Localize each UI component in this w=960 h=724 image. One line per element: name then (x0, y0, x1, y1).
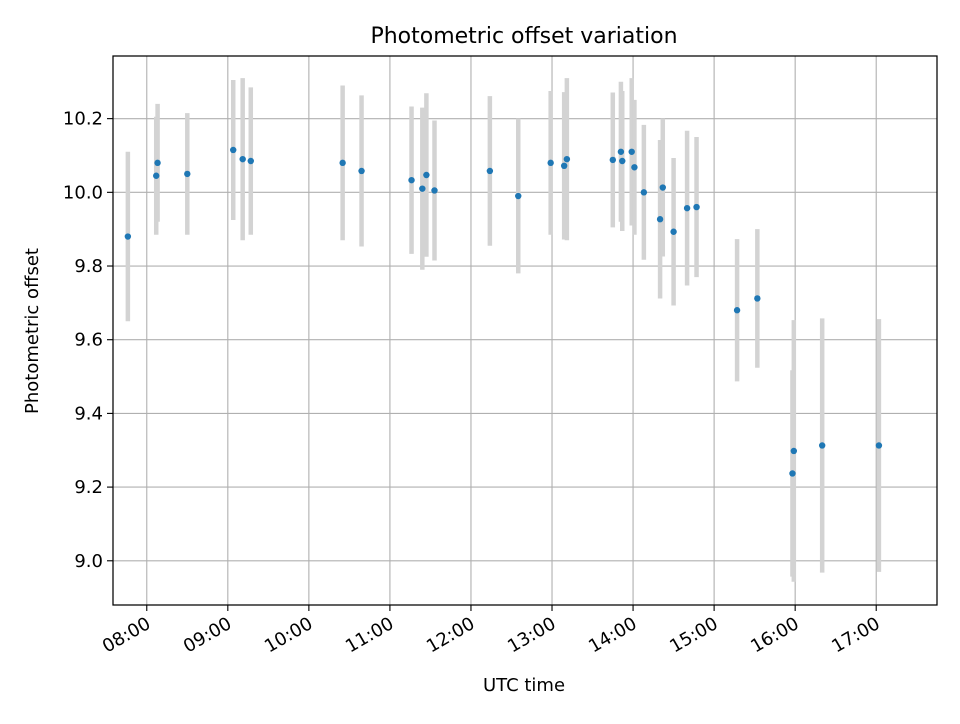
data-point (239, 155, 246, 163)
data-point (790, 447, 798, 455)
data-point (818, 442, 826, 449)
y-axis-label: Photometric offset (22, 248, 43, 414)
data-point (247, 157, 254, 165)
data-points (124, 146, 883, 477)
data-point (789, 470, 796, 477)
data-point (754, 295, 761, 302)
data-point (640, 189, 648, 196)
data-point (339, 159, 346, 167)
data-point (408, 176, 415, 184)
data-point (656, 216, 664, 223)
data-point (617, 148, 625, 155)
data-point (683, 204, 691, 212)
data-point (875, 442, 883, 449)
y-tick-label: 10.0 (63, 182, 103, 203)
data-point (659, 184, 666, 191)
data-point (609, 156, 617, 164)
y-tick-label: 9.8 (74, 256, 103, 277)
data-point (124, 233, 132, 240)
data-point (547, 159, 554, 167)
y-tick-label: 9.4 (74, 403, 103, 424)
y-tick-label: 9.2 (74, 477, 103, 498)
data-point (619, 157, 626, 165)
data-point (184, 170, 191, 178)
data-point (670, 228, 677, 235)
data-point (693, 203, 700, 211)
y-tick-label: 9.0 (74, 551, 103, 572)
data-point (358, 167, 365, 175)
data-point (631, 164, 638, 171)
data-point (419, 185, 426, 192)
y-tick-label: 9.6 (74, 330, 103, 351)
data-point (423, 171, 430, 179)
data-point (230, 146, 237, 154)
data-point (560, 162, 568, 169)
data-point (153, 172, 160, 179)
data-point (515, 192, 522, 200)
x-axis-label: UTC time (483, 675, 565, 696)
data-point (733, 307, 741, 314)
plot-area-frame (112, 55, 938, 606)
data-point (154, 159, 161, 167)
chart-title: Photometric offset variation (370, 24, 677, 49)
data-point (431, 187, 438, 194)
y-axis-ticks: 9.0 9.2 9.4 9.6 9.8 10.0 10.2 (63, 109, 113, 572)
data-point (486, 167, 494, 175)
data-point (628, 148, 635, 155)
y-tick-label: 10.2 (63, 109, 103, 130)
data-point (563, 155, 571, 163)
